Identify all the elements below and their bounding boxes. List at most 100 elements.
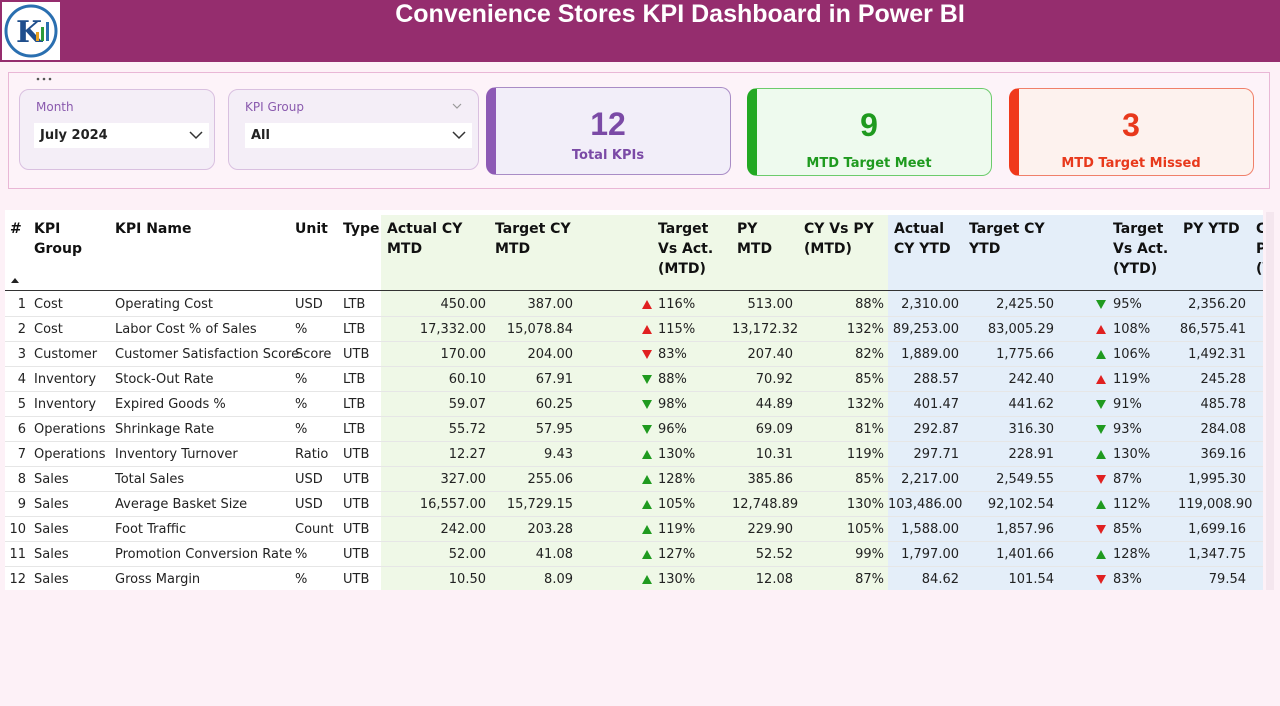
table-cell: 88% bbox=[658, 372, 687, 387]
status-arrow bbox=[642, 575, 652, 584]
table-cell: Expired Goods % bbox=[115, 397, 226, 412]
table-cell: 79.54 bbox=[1208, 572, 1246, 587]
card-value: 9 bbox=[860, 107, 878, 143]
table-cell: UTB bbox=[343, 347, 370, 362]
table-cell: 132% bbox=[846, 322, 884, 337]
slicer-dropdown[interactable]: July 2024 bbox=[34, 123, 209, 148]
table-cell: 10.31 bbox=[755, 447, 793, 462]
table-cell: 1,995.30 bbox=[1188, 472, 1246, 487]
kpi-card: 3 MTD Target Missed bbox=[1009, 88, 1254, 176]
table-cell: Average Basket Size bbox=[115, 497, 248, 512]
table-cell: Operations bbox=[34, 422, 106, 437]
table-cell: Cost bbox=[34, 322, 63, 337]
status-arrow bbox=[1096, 300, 1106, 309]
table-cell: 1,492.31 bbox=[1188, 347, 1246, 362]
table-cell: 170.00 bbox=[440, 347, 487, 362]
table-cell: LTB bbox=[343, 322, 366, 337]
table-cell: 81% bbox=[855, 422, 884, 437]
table-cell: 127% bbox=[658, 547, 696, 562]
table-cell: 203.28 bbox=[527, 522, 574, 537]
status-arrow bbox=[1096, 500, 1106, 509]
table-cell: 119% bbox=[658, 522, 696, 537]
table-cell: 87% bbox=[855, 572, 884, 587]
sort-indicator bbox=[11, 278, 19, 283]
table-cell: USD bbox=[295, 297, 323, 312]
table-cell: 13,172.32 bbox=[732, 322, 799, 337]
column-header: CY Vs PY (YTD) bbox=[1256, 221, 1263, 277]
table-cell: 9.43 bbox=[544, 447, 573, 462]
table-cell: 1,699.16 bbox=[1188, 522, 1246, 537]
table-cell: 85% bbox=[855, 472, 884, 487]
slicer-dropdown[interactable]: All bbox=[245, 123, 472, 148]
table-cell: 2,549.55 bbox=[996, 472, 1054, 487]
dashboard-title: Convenience Stores KPI Dashboard in Powe… bbox=[395, 0, 965, 28]
status-arrow bbox=[642, 325, 652, 334]
table-cell: 8.09 bbox=[544, 572, 573, 587]
table-cell: 91% bbox=[1113, 397, 1142, 412]
table-cell: Customer bbox=[34, 347, 98, 362]
table-cell: 401.47 bbox=[913, 397, 960, 412]
table-cell: 130% bbox=[658, 572, 696, 587]
table-cell: 52.00 bbox=[448, 547, 486, 562]
table-cell: % bbox=[295, 422, 308, 437]
table-cell: 1 bbox=[17, 297, 26, 312]
table-cell: % bbox=[295, 372, 308, 387]
table-cell: 128% bbox=[1113, 547, 1151, 562]
status-arrow bbox=[642, 400, 652, 409]
table-cell: Shrinkage Rate bbox=[115, 422, 215, 437]
table-cell: 288.57 bbox=[913, 372, 960, 387]
table-cell: 115% bbox=[658, 322, 696, 337]
table-cell: 59.07 bbox=[448, 397, 486, 412]
table-cell: % bbox=[295, 397, 308, 412]
more-options[interactable] bbox=[35, 75, 55, 83]
status-arrow bbox=[1096, 425, 1106, 434]
row-divider bbox=[5, 341, 1263, 342]
card-value: 3 bbox=[1122, 107, 1140, 143]
scrollbar[interactable] bbox=[1266, 212, 1274, 590]
table-cell: 95% bbox=[1113, 297, 1142, 312]
table-cell: LTB bbox=[343, 422, 366, 437]
table-cell: 228.91 bbox=[1008, 447, 1055, 462]
table-cell: Score bbox=[295, 347, 332, 362]
status-arrow bbox=[642, 500, 652, 509]
status-arrow bbox=[642, 350, 652, 359]
header-bar: K Convenience Stores KPI Dashboard in Po… bbox=[0, 0, 1280, 62]
table-cell: 229.90 bbox=[747, 522, 794, 537]
slicer-value: All bbox=[251, 128, 270, 143]
table-cell: 106% bbox=[1113, 347, 1151, 362]
table-cell: 44.89 bbox=[755, 397, 793, 412]
table-cell: 450.00 bbox=[440, 297, 487, 312]
kpi-group-slicer[interactable]: KPI Group All bbox=[228, 89, 479, 170]
table-cell: UTB bbox=[343, 522, 370, 537]
status-arrow bbox=[642, 450, 652, 459]
column-header: PY YTD bbox=[1183, 221, 1240, 237]
column-header: # bbox=[10, 221, 22, 237]
month-slicer[interactable]: Month July 2024 bbox=[19, 89, 215, 170]
row-divider bbox=[5, 466, 1263, 467]
table-cell: 70.92 bbox=[755, 372, 793, 387]
card-label: MTD Target Meet bbox=[806, 156, 932, 171]
table-cell: 292.87 bbox=[913, 422, 960, 437]
column-header: CY Vs PY (MTD) bbox=[804, 221, 874, 257]
table-cell: 12 bbox=[9, 572, 26, 587]
table-cell: 1,347.75 bbox=[1188, 547, 1246, 562]
table-cell: LTB bbox=[343, 397, 366, 412]
table-cell: Gross Margin bbox=[115, 572, 201, 587]
table-cell: 17,332.00 bbox=[419, 322, 486, 337]
table-cell: 85% bbox=[855, 372, 884, 387]
table-cell: 1,588.00 bbox=[901, 522, 959, 537]
table-cell: Inventory bbox=[34, 372, 97, 387]
column-header: Type bbox=[343, 221, 380, 237]
row-divider bbox=[5, 366, 1263, 367]
row-divider bbox=[5, 566, 1263, 567]
status-arrow bbox=[1096, 475, 1106, 484]
table-cell: 84.62 bbox=[921, 572, 959, 587]
table-cell: 130% bbox=[1113, 447, 1151, 462]
table-cell: 92,102.54 bbox=[987, 497, 1054, 512]
table-cell: 12,748.89 bbox=[732, 497, 799, 512]
table-cell: UTB bbox=[343, 497, 370, 512]
table-cell: 15,729.15 bbox=[506, 497, 573, 512]
table-cell: UTB bbox=[343, 447, 370, 462]
table-cell: 284.08 bbox=[1200, 422, 1247, 437]
